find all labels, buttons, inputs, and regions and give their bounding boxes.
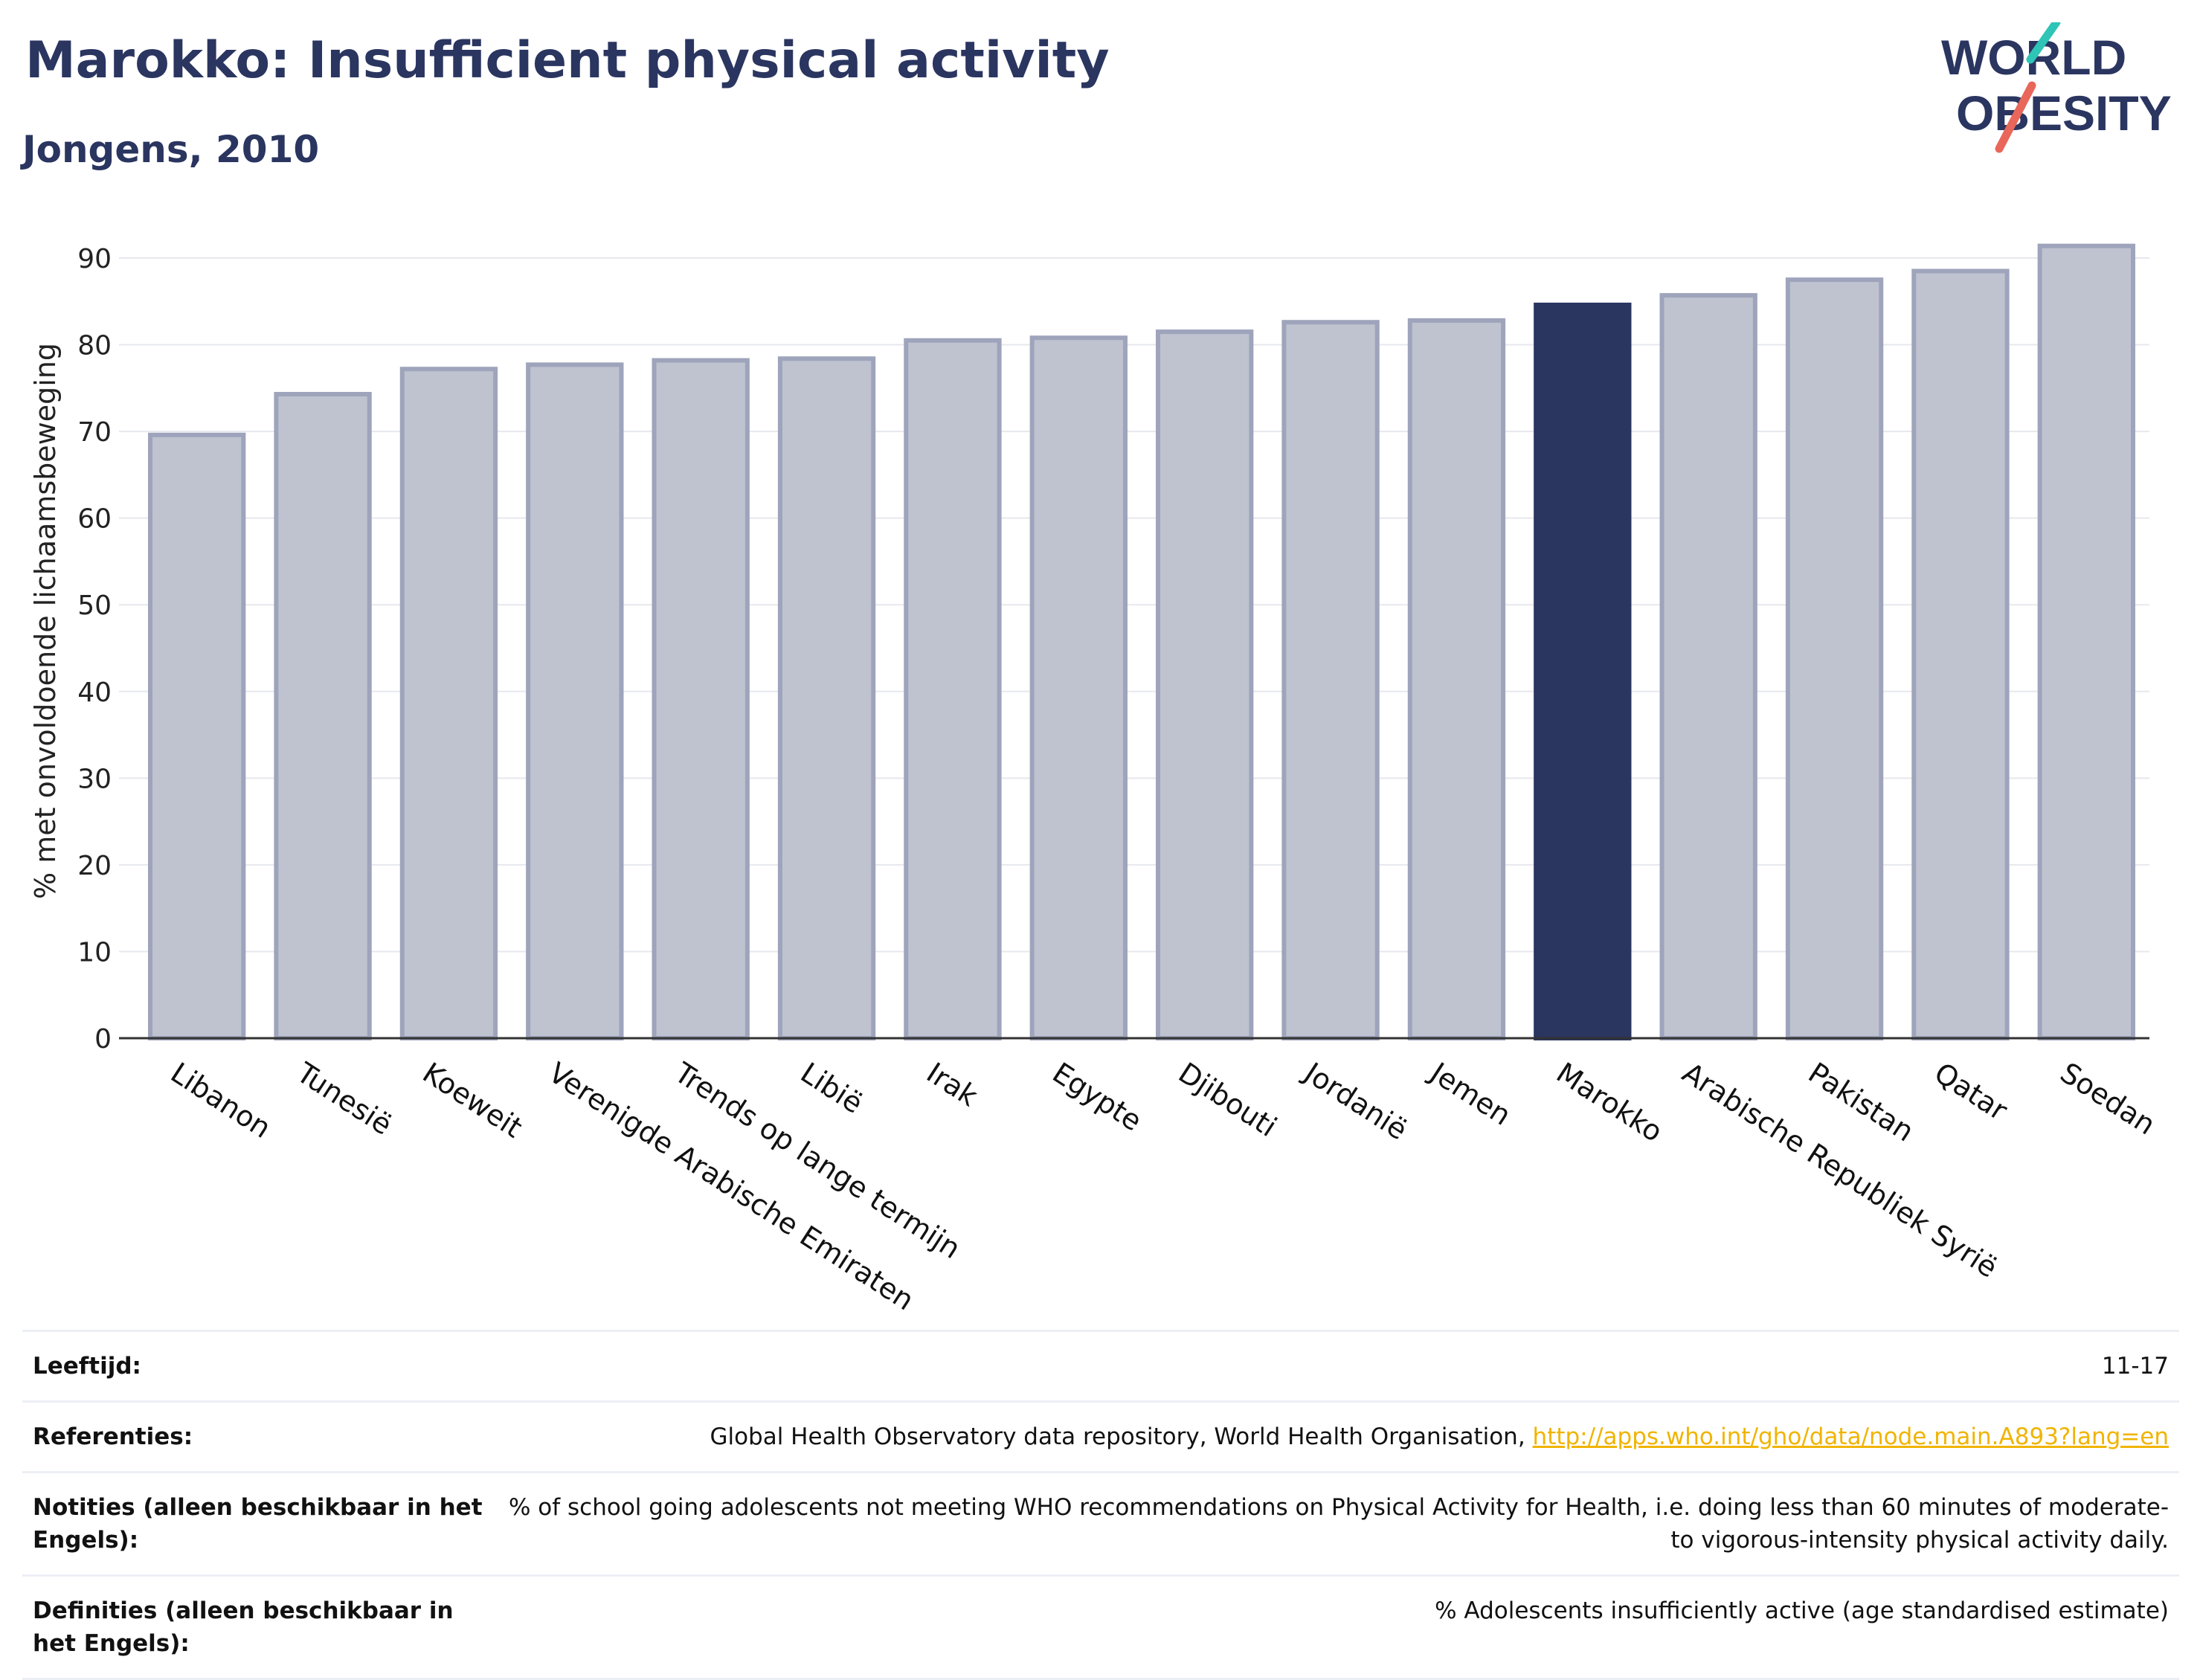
y-tick-label: 40 — [77, 678, 112, 708]
bar-soedan — [2037, 243, 2135, 1040]
x-tick-label: Libanon — [165, 1056, 277, 1145]
meta-label: Referenties: — [33, 1423, 193, 1450]
x-tick-label: Soedan — [2054, 1056, 2161, 1141]
bar-egypte — [1029, 335, 1128, 1040]
logo-slash-teal — [2026, 22, 2061, 64]
x-tick-label: Djibouti — [1173, 1056, 1282, 1143]
bar-jordani- — [1281, 320, 1380, 1040]
x-tick-label: Qatar — [1929, 1056, 2013, 1127]
y-axis-ticks: 0 10 20 30 40 50 60 70 80 90 — [77, 244, 112, 1055]
reference-link[interactable]: http://apps.who.int/gho/data/node.main.A… — [1532, 1423, 2169, 1450]
meta-label: Definities (alleen beschikbaar in het En… — [33, 1597, 454, 1657]
metadata-table: Leeftijd: 11-17 Referenties: Global Health … — [22, 1330, 2179, 1680]
bar-qatar — [1911, 268, 2010, 1041]
world-obesity-logo: WORLD OBESITY — [1941, 22, 2172, 153]
bar-jemen — [1407, 318, 1506, 1041]
bar-djibouti — [1156, 329, 1254, 1041]
bar-marokko — [1534, 302, 1632, 1040]
meta-row: Leeftijd: 11-17 — [22, 1330, 2179, 1400]
bar-libi- — [777, 356, 876, 1040]
x-tick-label: Jordanië — [1298, 1055, 1414, 1146]
y-tick-label: 20 — [77, 851, 112, 881]
meta-value: % Adolescents insufficiently active (age… — [494, 1594, 2169, 1627]
y-tick-label: 50 — [77, 590, 112, 621]
meta-value-text: % of school going adolescents not meetin… — [508, 1494, 2169, 1554]
logo-word-obesity: OBESITY — [1956, 86, 2172, 141]
x-tick-label: Egypte — [1046, 1056, 1148, 1137]
meta-row: Referenties: Global Health Observatory da… — [22, 1400, 2179, 1471]
bar-tunesi- — [274, 391, 372, 1040]
meta-label: Notities (alleen beschikbaar in het Enge… — [33, 1494, 483, 1554]
bar-irak — [904, 338, 1002, 1040]
x-tick-label: Libië — [795, 1056, 869, 1120]
meta-row: Definities (alleen beschikbaar in het En… — [22, 1574, 2179, 1680]
y-tick-label: 60 — [77, 504, 112, 535]
meta-value-text: Global Health Observatory data repositor… — [710, 1423, 1533, 1450]
y-tick-label: 80 — [77, 331, 112, 361]
meta-value: 11-17 — [494, 1350, 2169, 1383]
x-tick-label: Pakistan — [1803, 1056, 1920, 1148]
y-tick-label: 70 — [77, 417, 112, 448]
y-tick-label: 90 — [77, 244, 112, 274]
logo-slash-red — [1995, 81, 2036, 153]
bar-trends-op-lange-termijn — [652, 358, 750, 1040]
bars — [148, 243, 2135, 1041]
bar-koeweit — [399, 367, 498, 1040]
bar-pakistan — [1785, 277, 1884, 1040]
meta-value-text: % Adolescents insufficiently active (age… — [1435, 1597, 2169, 1624]
meta-value: % of school going adolescents not meetin… — [494, 1491, 2169, 1557]
bar-libanon — [148, 432, 246, 1040]
y-tick-label: 30 — [77, 764, 112, 794]
meta-value-text: 11-17 — [2101, 1353, 2169, 1380]
meta-row: Notities (alleen beschikbaar in het Enge… — [22, 1471, 2179, 1574]
x-tick-label: Marokko — [1551, 1056, 1668, 1148]
meta-value: Global Health Observatory data repositor… — [494, 1420, 2169, 1453]
chart-subtitle: Jongens, 2010 — [22, 128, 320, 171]
y-tick-label: 10 — [77, 937, 112, 968]
y-tick-label: 0 — [94, 1024, 112, 1055]
x-tick-label: Jemen — [1424, 1055, 1517, 1132]
x-tick-label: Tunesië — [290, 1056, 398, 1142]
bar-chart: 0 10 20 30 40 50 60 70 80 90 Libanon Tunesië Koewei… — [29, 243, 2161, 1317]
chart-title: Marokko: Insufficient physical activity — [25, 31, 1110, 90]
y-axis-label: % met onvoldoende lichaamsbeweging — [29, 343, 62, 899]
bar-verenigde-arabische-emiraten — [526, 362, 624, 1040]
x-axis-labels: Libanon Tunesië Koeweit Verenigde Arabische… — [165, 1055, 2161, 1316]
bar-arabische-republiek-syri- — [1659, 293, 1757, 1040]
meta-label: Leeftijd: — [33, 1353, 141, 1380]
x-tick-label: Koeweit — [417, 1056, 528, 1144]
x-tick-label: Irak — [921, 1056, 983, 1113]
